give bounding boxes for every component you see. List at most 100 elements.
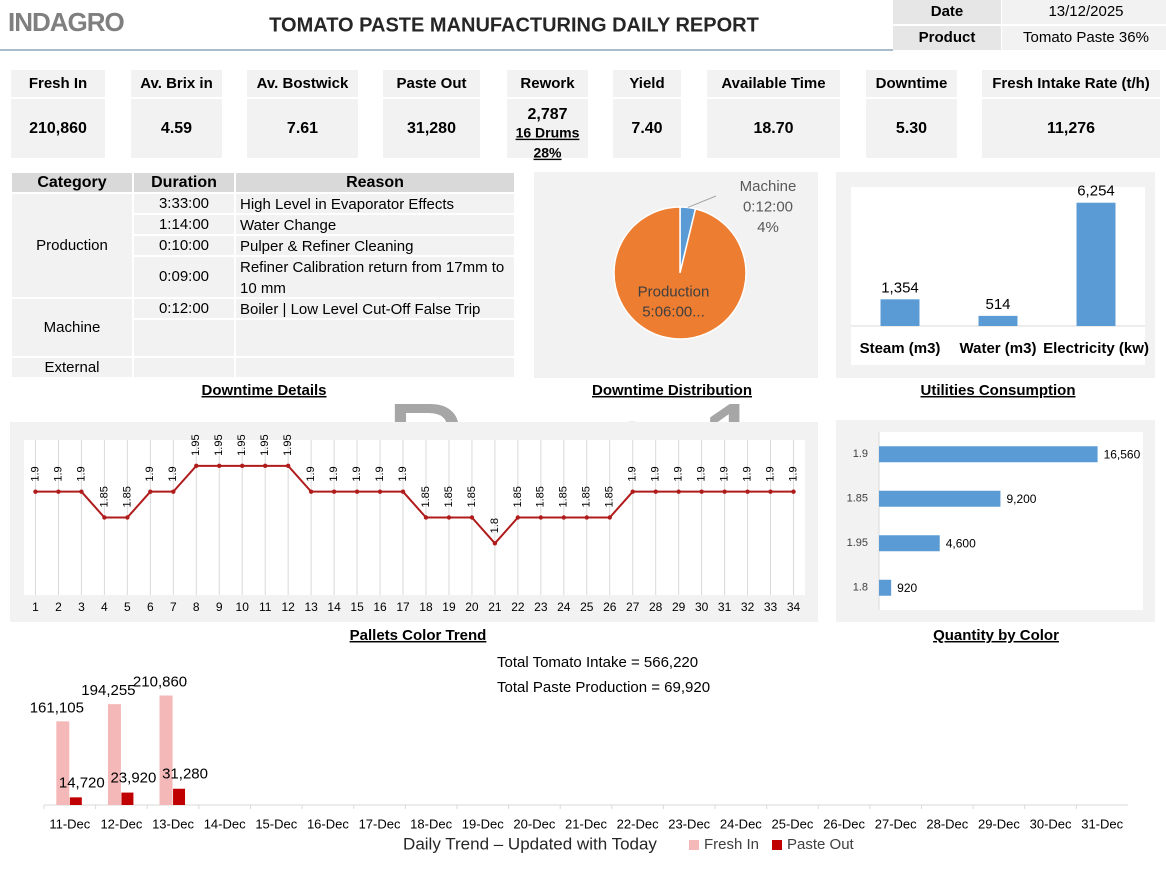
x-tick-label: 16-Dec <box>307 816 349 831</box>
bar <box>1076 202 1116 326</box>
point <box>33 489 38 494</box>
data-label: 1.85 <box>604 486 616 507</box>
point <box>584 515 589 520</box>
x-tick-label: 14-Dec <box>204 816 246 831</box>
kpi-label-box <box>507 70 588 97</box>
data-label: 1.85 <box>535 486 547 507</box>
x-tick-label: Electricity (kw) <box>1043 340 1149 357</box>
x-tick-label: 28-Dec <box>926 816 968 831</box>
data-label: 210,860 <box>133 673 187 690</box>
y-tick-label: 1.85 <box>847 493 868 505</box>
data-label: 1.9 <box>627 466 639 481</box>
kpi-value: 7.61 <box>287 120 318 137</box>
pie-slice <box>613 206 747 340</box>
category-cell: External <box>11 357 133 378</box>
data-label: 1.85 <box>512 486 524 507</box>
y-tick-label: 1.95 <box>847 537 868 549</box>
x-tick-label: 22-Dec <box>617 816 659 831</box>
x-tick-label: 24-Dec <box>720 816 762 831</box>
data-label: 1.9 <box>351 466 363 481</box>
bar <box>107 704 121 805</box>
x-tick-label: 22 <box>511 600 525 614</box>
x-tick-label: 11 <box>259 600 272 614</box>
kpi-label-box <box>383 70 480 97</box>
chart-caption: Pallets Color Trend <box>350 627 487 644</box>
point <box>377 489 383 494</box>
chart-caption: Downtime Distribution <box>592 382 752 399</box>
point <box>745 489 750 494</box>
kpi-label: Available Time <box>721 75 825 92</box>
kpi-value-box <box>247 99 358 158</box>
x-tick-label: 26 <box>603 600 617 614</box>
bar <box>56 721 70 805</box>
kpi-label: Fresh In <box>29 75 87 92</box>
x-tick-label: 14 <box>327 600 341 614</box>
leader-line <box>687 195 717 208</box>
point <box>492 541 498 546</box>
point <box>561 515 567 520</box>
data-label: 9,200 <box>1006 492 1036 506</box>
empty-cell <box>133 319 235 357</box>
kpi-label: Rework <box>520 75 575 92</box>
kpi-value-box <box>383 99 480 158</box>
data-label: 1.95 <box>236 434 248 455</box>
point <box>308 489 314 494</box>
point <box>653 489 658 494</box>
point <box>79 489 84 494</box>
point <box>240 463 245 469</box>
meta-value: 13/12/2025 <box>1048 3 1123 20</box>
point <box>768 489 773 494</box>
x-tick-label: 27 <box>626 600 640 614</box>
x-tick-label: 24 <box>557 600 571 614</box>
x-tick-label: 31 <box>718 600 732 614</box>
point <box>125 515 130 520</box>
data-label: 1,354 <box>881 279 919 296</box>
x-tick-label: 28 <box>649 600 663 614</box>
kpi-value: 2,787 <box>527 106 567 123</box>
data-label: 1.9 <box>787 466 799 481</box>
x-tick-label: 30 <box>695 600 709 614</box>
x-tick-label: 5 <box>124 600 131 614</box>
kpi-value: 210,860 <box>29 120 87 137</box>
point <box>607 515 612 520</box>
annotation: Total Tomato Intake = 566,220 <box>497 654 698 671</box>
x-tick-label: 25-Dec <box>772 816 814 831</box>
reason-cell: Refiner Calibration return from 17mm to … <box>235 256 515 298</box>
empty-cell <box>235 319 515 357</box>
bar <box>159 695 173 805</box>
kpi-subvalue: 28% <box>533 145 562 161</box>
pie-label: Machine <box>740 178 797 195</box>
x-tick-label: 23 <box>534 600 548 614</box>
data-label: 1.9 <box>52 466 64 481</box>
table-caption: Downtime Details <box>201 382 326 399</box>
legend-label: Paste Out <box>787 836 855 853</box>
meta-label-cell <box>893 0 1001 24</box>
meta-value-cell <box>1002 26 1166 50</box>
data-label: 161,105 <box>30 699 84 716</box>
reason-cell: Water Change <box>235 214 515 235</box>
reason-cell: Pulper & Refiner Cleaning <box>235 235 515 256</box>
data-label: 1.9 <box>75 466 87 481</box>
kpi-value-box <box>707 99 840 158</box>
x-tick-label: 29-Dec <box>978 816 1020 831</box>
x-tick-label: Water (m3) <box>960 340 1037 357</box>
x-tick-label: 15-Dec <box>255 816 297 831</box>
point <box>285 463 291 469</box>
point <box>194 463 199 469</box>
x-tick-label: 11-Dec <box>49 816 90 831</box>
x-tick-label: 8 <box>193 600 200 614</box>
data-label: 1.9 <box>696 466 708 481</box>
kpi-subvalue: 16 Drums <box>516 125 580 141</box>
x-tick-label: 9 <box>216 600 223 614</box>
kpi-label-box <box>11 70 105 97</box>
point <box>148 489 153 494</box>
data-label: 1.95 <box>259 434 271 455</box>
x-tick-label: 12-Dec <box>100 816 142 831</box>
x-tick-label: 13 <box>304 600 318 614</box>
kpi-label: Av. Bostwick <box>257 75 349 92</box>
data-label: 1.85 <box>420 486 432 507</box>
kpi-label: Fresh Intake Rate (t/h) <box>992 75 1150 92</box>
x-tick-label: 20-Dec <box>513 816 555 831</box>
kpi-value: 4.59 <box>161 120 192 137</box>
